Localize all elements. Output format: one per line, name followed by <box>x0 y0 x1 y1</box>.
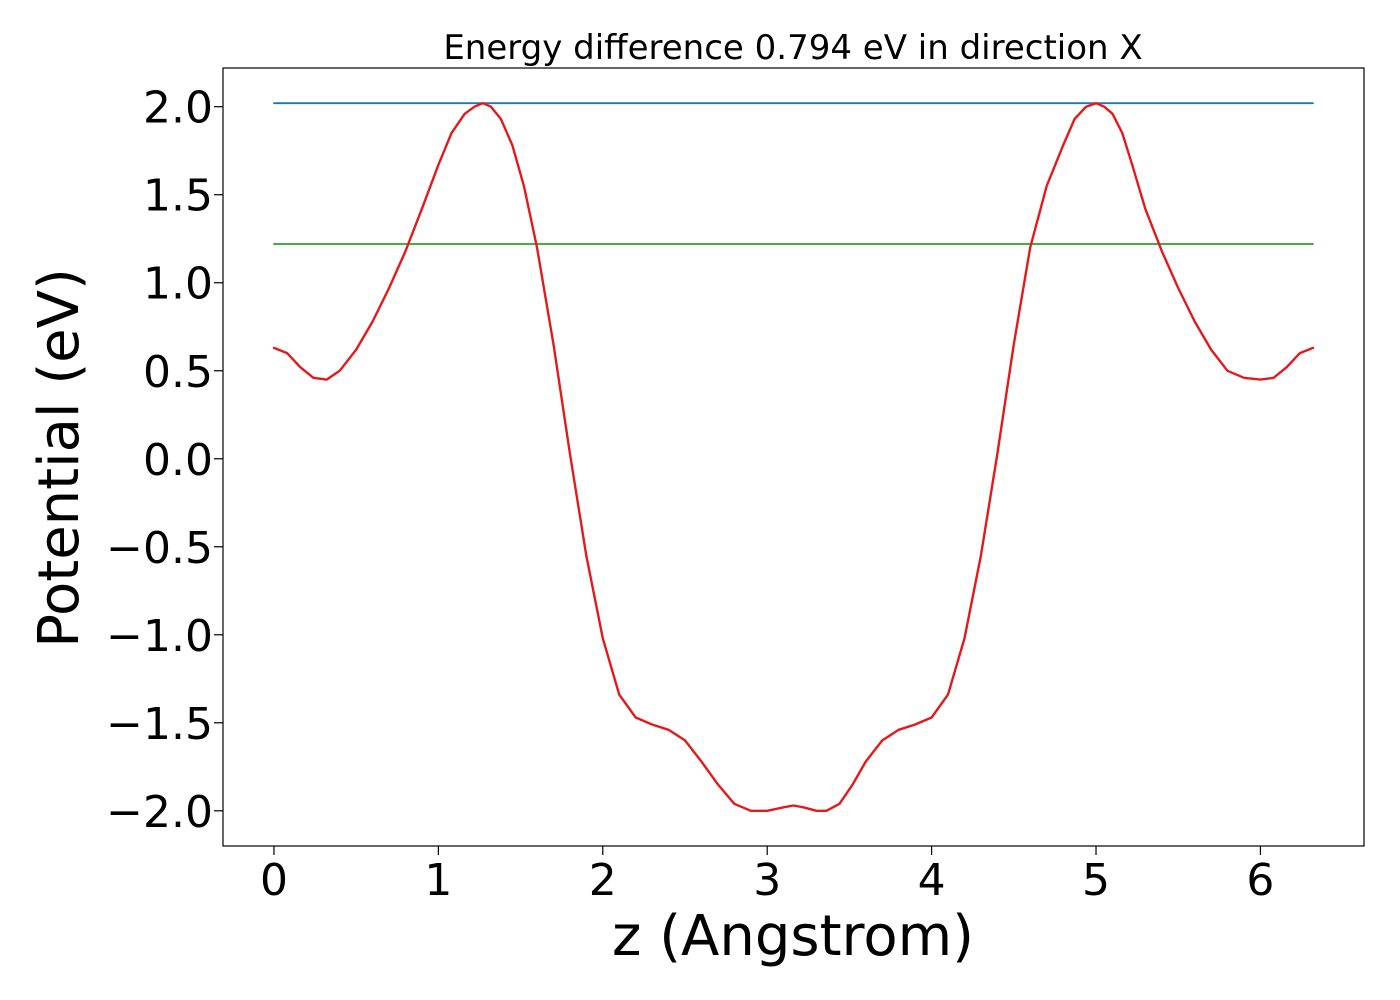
series-line-red <box>272 101 1315 812</box>
x-tick-label: 5 <box>1082 855 1110 906</box>
y-tick-label: −2.0 <box>106 787 213 838</box>
x-axis-ticks: 0 1 2 3 4 5 6 <box>260 846 1274 906</box>
y-tick-label: 1.0 <box>143 259 213 310</box>
y-tick-label: −0.5 <box>106 523 213 574</box>
x-axis-label: z (Angstrom) <box>612 904 974 969</box>
y-tick-label: −1.5 <box>106 699 213 750</box>
y-tick-label: 1.5 <box>143 171 213 222</box>
y-tick-label: 2.0 <box>143 83 213 134</box>
plot-frame <box>222 67 1365 847</box>
y-axis-ticks: 2.0 1.5 1.0 0.5 0.0 −0.5 −1.0 −1.5 −2.0 <box>106 83 223 838</box>
y-tick-label: −1.0 <box>106 611 213 662</box>
chart-title: Energy difference 0.794 eV in direction … <box>443 28 1142 68</box>
y-tick-label: 0.0 <box>143 435 213 486</box>
x-tick-label: 3 <box>753 855 781 906</box>
x-tick-label: 4 <box>918 855 946 906</box>
x-tick-label: 6 <box>1246 855 1274 906</box>
y-axis-label: Potential (eV) <box>27 268 92 648</box>
x-tick-label: 0 <box>260 855 288 906</box>
plot-series <box>272 101 1315 812</box>
x-tick-label: 2 <box>589 855 617 906</box>
x-tick-label: 1 <box>424 855 452 906</box>
y-tick-label: 0.5 <box>143 347 213 398</box>
